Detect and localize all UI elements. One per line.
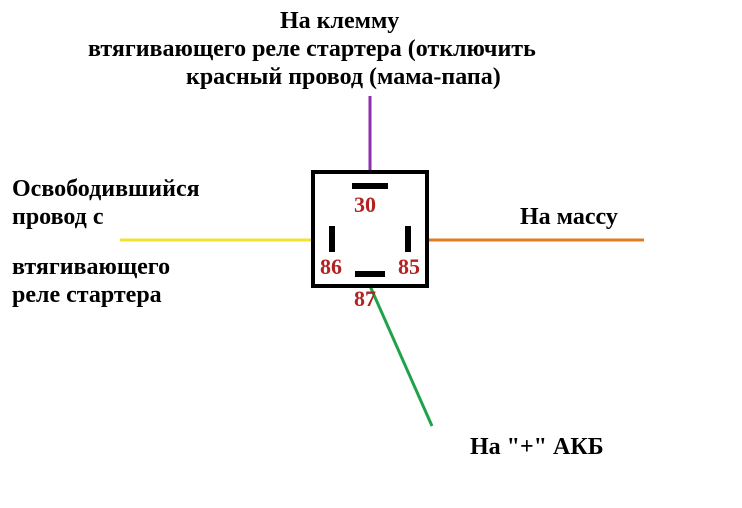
label-top-line3: красный провод (мама-папа) [186,64,501,92]
label-top-line2: втягивающего реле стартера (отключить [88,36,536,64]
wire-bottom [370,286,432,426]
label-right: На массу [520,204,618,232]
label-top-line1: На клемму [280,8,399,36]
pin-30-label: 30 [354,192,376,218]
pin-87-label: 87 [354,286,376,312]
label-left-line4: реле стартера [12,282,162,310]
label-left-line3: втягивающего [12,254,170,282]
pin-85-label: 85 [398,254,420,280]
label-bottom: На "+" АКБ [470,434,604,462]
label-left-line2: провод с [12,204,103,232]
pin-86-label: 86 [320,254,342,280]
label-left-line1: Освободившийся [12,176,200,204]
